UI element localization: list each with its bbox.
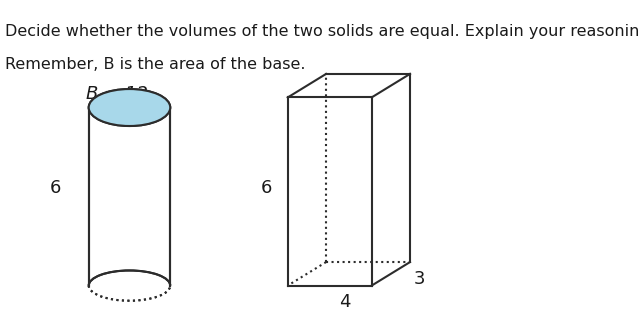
- Ellipse shape: [89, 89, 170, 126]
- Polygon shape: [288, 74, 410, 97]
- Ellipse shape: [89, 89, 170, 126]
- Polygon shape: [372, 74, 410, 286]
- Polygon shape: [89, 108, 170, 286]
- Text: 6: 6: [49, 179, 61, 197]
- Text: 4: 4: [339, 293, 351, 311]
- Text: B = 12: B = 12: [86, 85, 148, 103]
- Text: Decide whether the volumes of the two solids are equal. Explain your reasoning.: Decide whether the volumes of the two so…: [5, 24, 639, 39]
- Text: 3: 3: [414, 270, 426, 288]
- Text: Remember, B is the area of the base.: Remember, B is the area of the base.: [5, 57, 305, 72]
- Polygon shape: [288, 97, 372, 286]
- Text: 6: 6: [261, 179, 272, 197]
